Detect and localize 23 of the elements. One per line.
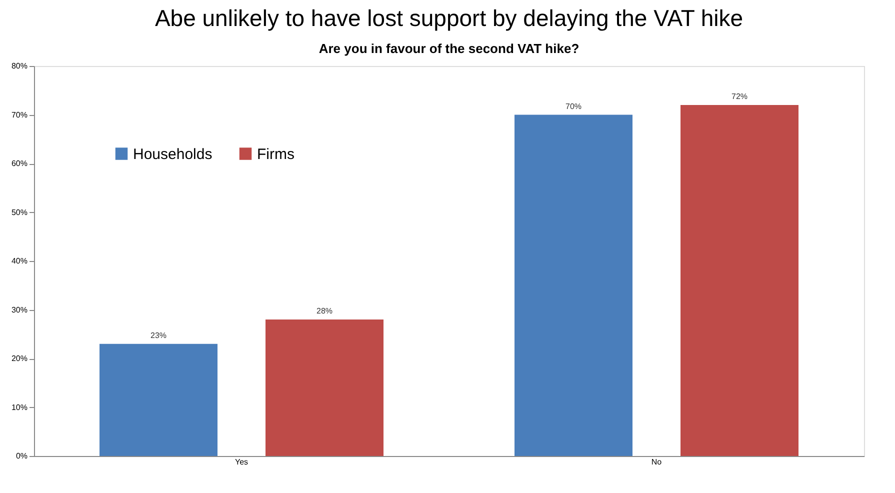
y-tick-label: 40% xyxy=(11,256,28,266)
y-tick-label: 0% xyxy=(16,452,28,460)
data-label: 70% xyxy=(565,102,582,111)
y-tick-label: 60% xyxy=(11,159,28,168)
bar xyxy=(680,105,798,456)
bar xyxy=(100,344,218,456)
data-label: 28% xyxy=(316,306,333,316)
x-tick-label: No xyxy=(651,458,662,466)
y-tick-label: 80% xyxy=(11,62,28,70)
y-tick-label: 50% xyxy=(11,208,28,217)
y-tick-label: 10% xyxy=(11,402,28,412)
y-tick-label: 70% xyxy=(11,110,28,120)
data-label: 72% xyxy=(731,92,748,101)
legend-label: Firms xyxy=(257,146,294,163)
y-tick-label: 30% xyxy=(11,305,28,314)
data-label: 23% xyxy=(150,330,167,340)
bar xyxy=(514,114,632,456)
legend-label: Households xyxy=(133,146,212,163)
chart-subtitle: Are you in favour of the second VAT hike? xyxy=(318,41,580,56)
bar xyxy=(266,320,384,456)
y-tick-label: 20% xyxy=(11,354,28,363)
x-tick-label: Yes xyxy=(234,458,248,466)
chart-title: Abe unlikely to have lost support by delaying the VAT hike xyxy=(154,5,744,31)
